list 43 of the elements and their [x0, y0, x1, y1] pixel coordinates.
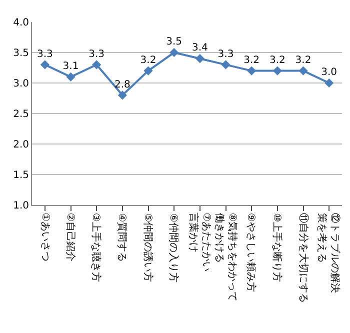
point — [195, 54, 204, 64]
point — [92, 60, 102, 70]
point — [324, 78, 334, 88]
data-label: 3.3 — [88, 48, 105, 60]
point — [221, 60, 230, 70]
x-tick-label: ①あいさつ — [39, 212, 50, 262]
data-label: 2.8 — [114, 79, 130, 90]
data-label: 3.2 — [269, 54, 286, 66]
data-label: 3.3 — [218, 48, 234, 60]
point — [170, 48, 179, 58]
x-tick-label: ④質問する — [116, 213, 128, 262]
data-label: 3.3 — [36, 48, 53, 60]
data-label: 3.4 — [192, 42, 208, 54]
x-tick-label: ⑤仲間の誘い方 — [142, 213, 154, 282]
data-label: 3.2 — [140, 54, 156, 66]
y-tick-label: 3.5 — [13, 48, 29, 59]
data-label: 3.2 — [295, 54, 312, 66]
point — [272, 66, 282, 76]
x-tick-label: ②自己紹介 — [64, 212, 76, 262]
x-tick-label: ⑧気持ちをわかって働きかける — [213, 212, 238, 302]
x-tick-label: ③上手な聴き方 — [90, 212, 102, 282]
x-tick-label: ⑪自分を大切にする — [297, 212, 310, 303]
y-tick-label: 3.0 — [13, 78, 29, 90]
data-label: 3.0 — [321, 67, 338, 78]
x-tick-label: ⑨やさしい頼み方 — [245, 212, 258, 292]
data-label: 3.2 — [244, 54, 260, 66]
y-tick-label: 1.0 — [13, 200, 29, 212]
point — [118, 90, 127, 100]
data-label: 3.1 — [62, 61, 79, 72]
x-tick-label: ⑩上手な断り方 — [270, 213, 283, 282]
data-label: 3.5 — [166, 36, 182, 48]
y-tick-label: 2.0 — [13, 140, 29, 150]
x-tick-label: ⑥仲間の入り方 — [168, 213, 180, 282]
x-tick-label: ⑫トラブルの解決策を考える — [316, 212, 342, 293]
point — [40, 60, 50, 70]
point — [247, 66, 256, 76]
point — [298, 66, 308, 76]
y-tick-label: 2.5 — [13, 109, 29, 120]
y-tick-label: 1.5 — [13, 170, 29, 181]
point — [144, 66, 153, 76]
point — [66, 72, 76, 82]
y-tick-label: 4.0 — [13, 18, 29, 28]
x-tick-label: ⑦あたたかい言葉かけ — [187, 212, 212, 272]
